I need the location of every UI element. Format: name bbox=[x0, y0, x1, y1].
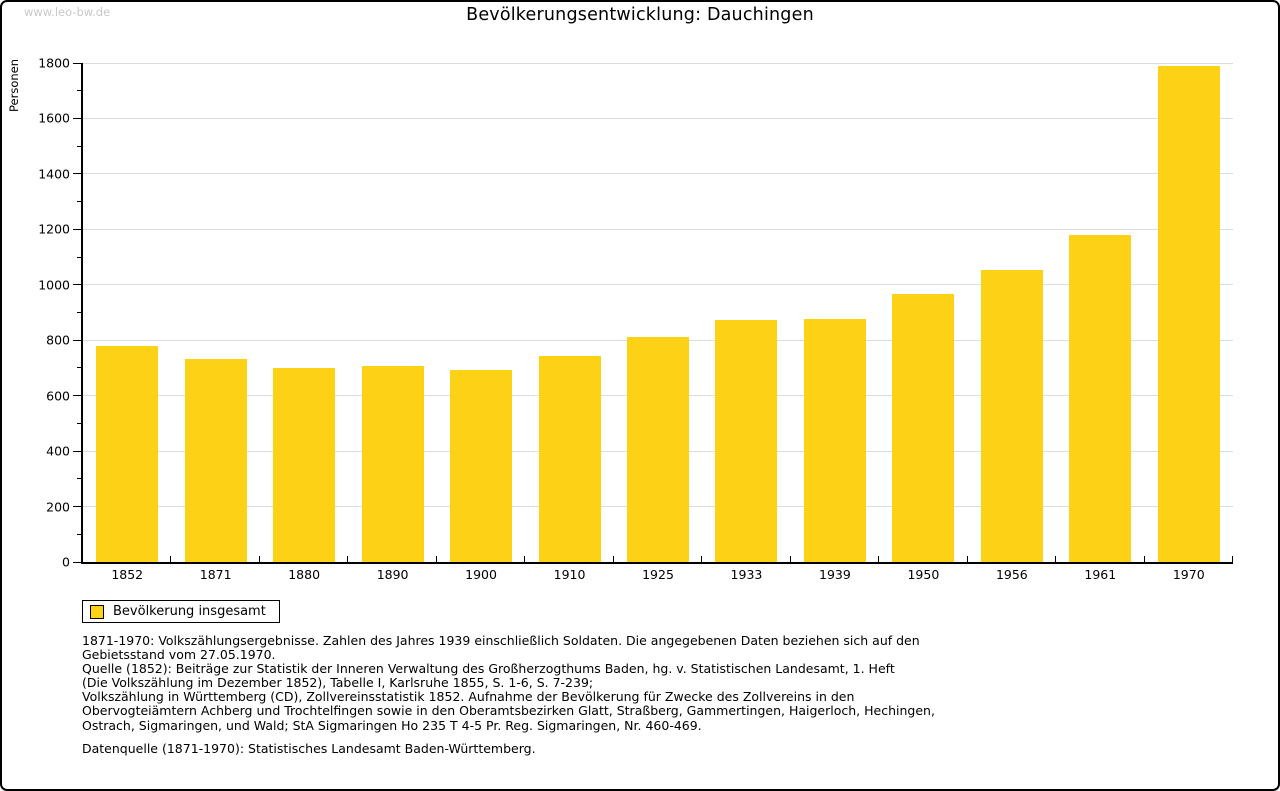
gridline bbox=[83, 117, 1233, 119]
y-tick bbox=[73, 339, 81, 341]
legend-swatch-icon bbox=[90, 604, 104, 619]
x-tick-label: 1961 bbox=[1084, 567, 1117, 582]
plot-area bbox=[81, 62, 1233, 564]
note-line: Obervogteiämtern Achberg und Trochtelfin… bbox=[82, 703, 935, 719]
y-tick-label: 200 bbox=[46, 499, 70, 515]
chart-title: Bevölkerungsentwicklung: Dauchingen bbox=[466, 5, 814, 25]
x-tick bbox=[790, 556, 791, 562]
x-tick bbox=[1232, 556, 1233, 562]
x-axis-labels: 1852 1871 1880 1890 1900 1910 1925 1933 1939 1950… bbox=[83, 567, 1233, 585]
bar bbox=[538, 356, 601, 562]
legend-label: Bevölkerung insgesamt bbox=[113, 604, 266, 619]
note-line: Ostrach, Sigmaringen, und Wald; StA Sigm… bbox=[82, 717, 702, 733]
bar bbox=[450, 369, 513, 562]
x-tick-label: 1939 bbox=[819, 567, 851, 582]
y-tick bbox=[73, 395, 81, 397]
y-tick bbox=[73, 506, 81, 508]
bar bbox=[1069, 235, 1132, 562]
footnotes: 1871-1970: Volkszählungsergebnisse. Zahl… bbox=[82, 633, 935, 733]
bar bbox=[715, 320, 778, 562]
x-tick bbox=[347, 556, 348, 562]
x-tick bbox=[1144, 556, 1145, 562]
bar bbox=[803, 318, 866, 562]
bar bbox=[892, 293, 955, 562]
note-line: Volkszählung in Württemberg (CD), Zollve… bbox=[82, 689, 855, 705]
x-tick bbox=[701, 556, 702, 562]
y-tick bbox=[73, 117, 81, 119]
legend: Bevölkerung insgesamt bbox=[82, 600, 280, 623]
y-tick-label: 1400 bbox=[38, 166, 70, 182]
x-tick-label: 1910 bbox=[553, 567, 586, 582]
y-tick-label: 400 bbox=[46, 443, 70, 459]
bar bbox=[627, 336, 689, 562]
gridline bbox=[83, 284, 1233, 286]
y-tick-label: 1600 bbox=[38, 110, 70, 126]
bar bbox=[184, 358, 247, 562]
bar bbox=[273, 367, 336, 562]
gridline bbox=[83, 62, 1233, 64]
y-tick bbox=[73, 450, 81, 452]
bar bbox=[980, 269, 1043, 562]
x-tick-label: 1925 bbox=[642, 567, 674, 582]
x-tick bbox=[967, 556, 968, 562]
data-source-note: Datenquelle (1871-1970): Statistisches L… bbox=[82, 741, 536, 756]
x-tick bbox=[878, 556, 879, 562]
y-tick bbox=[73, 561, 81, 563]
x-tick-label: 1880 bbox=[288, 567, 321, 582]
note-line: 1871-1970: Volkszählungsergebnisse. Zahl… bbox=[82, 633, 920, 648]
y-tick-label: 1200 bbox=[38, 221, 70, 237]
y-tick bbox=[73, 284, 81, 286]
y-tick bbox=[73, 228, 81, 230]
x-tick bbox=[1055, 556, 1056, 562]
x-tick-label: 1890 bbox=[376, 567, 409, 582]
y-axis-title: Personen bbox=[7, 58, 21, 112]
y-tick bbox=[73, 62, 81, 64]
x-tick-label: 1871 bbox=[199, 567, 232, 582]
x-tick-label: 1900 bbox=[465, 567, 497, 582]
x-tick bbox=[613, 556, 614, 562]
bar bbox=[361, 366, 424, 562]
gridline bbox=[83, 228, 1233, 230]
x-tick-label: 1950 bbox=[907, 567, 940, 582]
y-tick-label: 1000 bbox=[38, 277, 70, 293]
note-line: (Die Volkszählung im Dezember 1852), Tab… bbox=[82, 675, 594, 691]
watermark-text: www.leo-bw.de bbox=[24, 5, 111, 19]
x-tick-label: 1956 bbox=[995, 567, 1028, 582]
y-tick bbox=[73, 173, 81, 175]
x-tick bbox=[259, 556, 260, 562]
x-tick-label: 1852 bbox=[111, 567, 144, 582]
gridline bbox=[83, 173, 1233, 175]
y-tick-label: 600 bbox=[46, 388, 70, 404]
x-tick-label: 1970 bbox=[1172, 567, 1205, 582]
y-tick-label: 800 bbox=[46, 332, 70, 348]
note-line: Quelle (1852): Beiträge zur Statistik de… bbox=[82, 661, 895, 677]
y-tick-label: 0 bbox=[62, 554, 70, 570]
x-tick bbox=[436, 556, 437, 562]
bar bbox=[96, 345, 159, 562]
x-tick bbox=[524, 556, 525, 562]
x-tick bbox=[170, 556, 171, 562]
x-tick-label: 1933 bbox=[730, 567, 763, 582]
bar bbox=[1157, 65, 1220, 562]
note-line: Gebietsstand vom 27.05.1970. bbox=[82, 647, 276, 663]
